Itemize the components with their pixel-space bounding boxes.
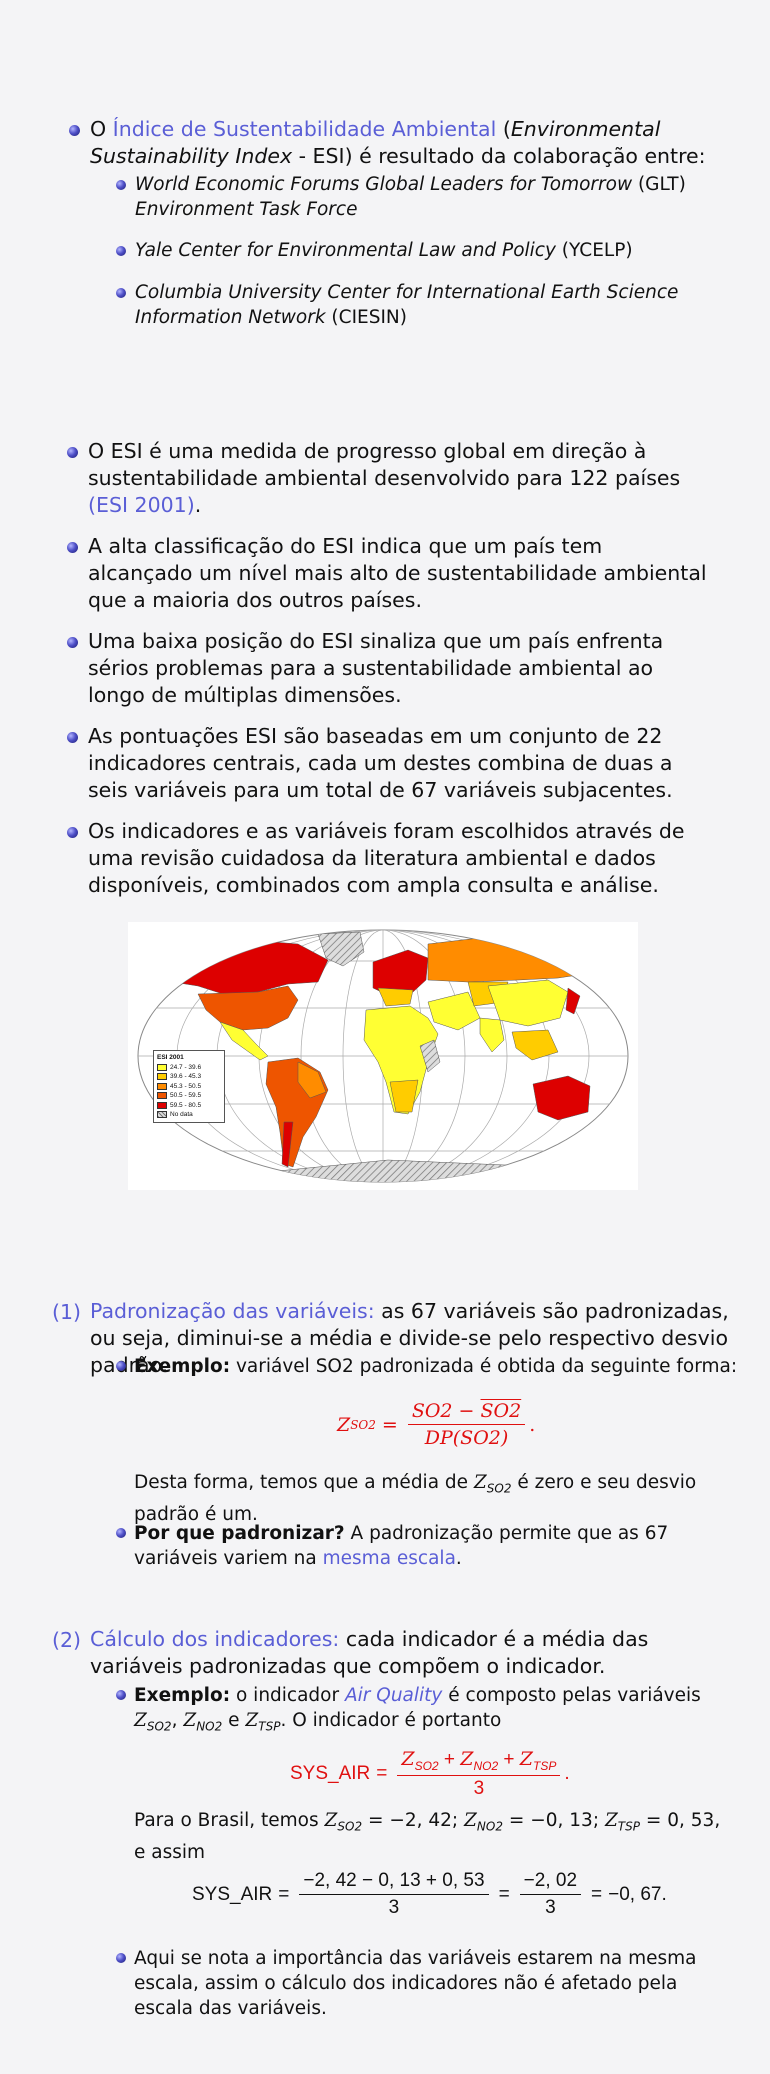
bullet-icon <box>69 125 80 136</box>
legend-item: 59.5 - 80.5 <box>157 1101 221 1111</box>
legend-title: ESI 2001 <box>157 1054 184 1061</box>
step2-title: Cálculo dos indicadores: <box>90 1627 340 1651</box>
scale-importance-note: Aqui se nota a importância das variáveis… <box>134 1948 697 2019</box>
sub-bullet-icon <box>116 288 126 298</box>
esi-2001-link[interactable]: (ESI 2001) <box>88 493 195 517</box>
step-number: (1) <box>52 1300 82 1324</box>
legend-item: 45.3 - 50.5 <box>157 1082 221 1092</box>
step1-mean-note: Desta forma, temos que a média de ZSO2 é… <box>134 1472 697 1525</box>
esi-scores: As pontuações ESI são baseadas em um con… <box>88 724 673 802</box>
map-legend: ESI 2001 24.7 - 39.6 39.6 - 45.3 45.3 - … <box>153 1050 225 1123</box>
collaborator-ciesin: Columbia University Center for Internati… <box>135 282 679 328</box>
step2-example: Exemplo: o indicador Air Quality é compo… <box>134 1685 701 1734</box>
slide-esi-collaboration: O Índice de Sustentabilidade Ambiental (… <box>0 0 770 400</box>
slide-esi-overview: O ESI é uma medida de progresso global e… <box>67 439 707 1190</box>
same-scale-link[interactable]: mesma escala <box>322 1548 456 1569</box>
esi-definition: O ESI é uma medida de progresso global e… <box>88 439 681 517</box>
legend-item: No data <box>157 1110 221 1120</box>
sys-air-formula: SYS_AIR = ZSO2 + ZNO2 + ZTSP 3 . <box>290 1748 570 1799</box>
legend-item: 39.6 - 45.3 <box>157 1072 221 1082</box>
collaborator-glt: World Economic Forums Global Leaders for… <box>135 174 686 220</box>
sub-bullet-icon <box>116 1690 126 1700</box>
esi-link[interactable]: Índice de Sustentabilidade Ambiental <box>112 117 497 141</box>
esi-indicators: Os indicadores e as variáveis foram esco… <box>88 819 685 897</box>
sub-bullet-icon <box>116 1528 126 1538</box>
sub-bullet-icon <box>116 246 126 256</box>
step1-example: Exemplo: variável SO2 padronizada é obti… <box>134 1356 738 1377</box>
intro-paragraph: O Índice de Sustentabilidade Ambiental (… <box>90 117 706 168</box>
bullet-icon <box>67 827 78 838</box>
esi-low-rank: Uma baixa posição do ESI sinaliza que um… <box>88 629 664 707</box>
step2-paragraph: Cálculo dos indicadores: cada indicador … <box>90 1627 649 1678</box>
sub-bullet-icon <box>116 1953 126 1963</box>
legend-item: 50.5 - 59.5 <box>157 1091 221 1101</box>
sub-bullet-icon <box>116 1361 126 1371</box>
brasil-values: Para o Brasil, temos ZSO2 = −2, 42; ZNO2… <box>134 1810 721 1863</box>
legend-item: 24.7 - 39.6 <box>157 1063 221 1073</box>
bullet-icon <box>67 637 78 648</box>
sub-bullet-icon <box>116 180 126 190</box>
bullet-icon <box>67 447 78 458</box>
step1-title: Padronização das variáveis: <box>90 1299 375 1323</box>
air-quality-link[interactable]: Air Quality <box>344 1685 443 1706</box>
esi-world-map: ESI 2001 24.7 - 39.6 39.6 - 45.3 45.3 - … <box>128 922 638 1190</box>
brasil-calculation: SYS_AIR = −2, 42 − 0, 13 + 0, 53 3 = −2,… <box>192 1870 667 1918</box>
world-map-svg <box>137 929 629 1183</box>
bullet-icon <box>67 542 78 553</box>
step1-paragraph: Padronização das variáveis: as 67 variáv… <box>90 1299 729 1377</box>
bullet-icon <box>67 732 78 743</box>
standardization-formula: Z SO2 = SO2 − SO2 DP(SO2) . <box>337 1400 536 1449</box>
collaborator-ycelp: Yale Center for Environmental Law and Po… <box>135 240 633 261</box>
why-standardize: Por que padronizar? A padronização permi… <box>134 1523 669 1569</box>
esi-high-rank: A alta classificação do ESI indica que u… <box>88 534 707 612</box>
step-number: (2) <box>52 1628 82 1652</box>
